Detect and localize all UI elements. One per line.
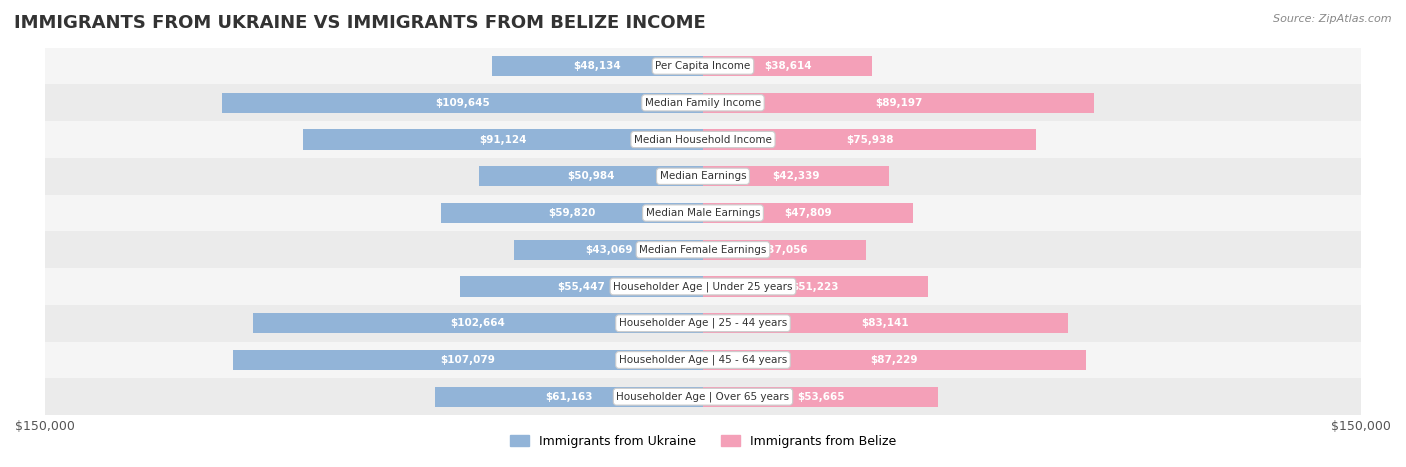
Bar — [703, 203, 912, 223]
Text: Householder Age | Under 25 years: Householder Age | Under 25 years — [613, 281, 793, 292]
Text: $61,163: $61,163 — [546, 392, 592, 402]
Legend: Immigrants from Ukraine, Immigrants from Belize: Immigrants from Ukraine, Immigrants from… — [505, 430, 901, 453]
Bar — [703, 240, 866, 260]
Text: $83,141: $83,141 — [862, 318, 910, 328]
Text: $47,809: $47,809 — [785, 208, 832, 218]
Text: $87,229: $87,229 — [870, 355, 918, 365]
Text: $55,447: $55,447 — [557, 282, 606, 291]
Bar — [45, 121, 1361, 158]
Text: $89,197: $89,197 — [875, 98, 922, 108]
Bar — [45, 48, 1361, 85]
Text: Median Family Income: Median Family Income — [645, 98, 761, 108]
Text: $43,069: $43,069 — [585, 245, 633, 255]
Bar — [45, 85, 1361, 121]
Bar — [45, 305, 1361, 342]
Text: $102,664: $102,664 — [450, 318, 505, 328]
Bar — [703, 313, 1067, 333]
Text: $53,665: $53,665 — [797, 392, 845, 402]
Text: $37,056: $37,056 — [761, 245, 808, 255]
Text: Median Female Earnings: Median Female Earnings — [640, 245, 766, 255]
Bar — [703, 387, 938, 407]
Bar — [460, 276, 703, 297]
Bar — [515, 240, 703, 260]
Text: $59,820: $59,820 — [548, 208, 596, 218]
Text: Median Male Earnings: Median Male Earnings — [645, 208, 761, 218]
Bar — [253, 313, 703, 333]
Text: Per Capita Income: Per Capita Income — [655, 61, 751, 71]
Bar — [45, 268, 1361, 305]
Text: $51,223: $51,223 — [792, 282, 839, 291]
Text: Median Household Income: Median Household Income — [634, 134, 772, 145]
Bar — [703, 129, 1036, 149]
Bar — [222, 92, 703, 113]
Text: $91,124: $91,124 — [479, 134, 527, 145]
Text: Source: ZipAtlas.com: Source: ZipAtlas.com — [1274, 14, 1392, 24]
Bar — [233, 350, 703, 370]
Text: IMMIGRANTS FROM UKRAINE VS IMMIGRANTS FROM BELIZE INCOME: IMMIGRANTS FROM UKRAINE VS IMMIGRANTS FR… — [14, 14, 706, 32]
Text: Householder Age | 45 - 64 years: Householder Age | 45 - 64 years — [619, 355, 787, 365]
Text: $38,614: $38,614 — [763, 61, 811, 71]
Text: $109,645: $109,645 — [434, 98, 489, 108]
Bar — [492, 56, 703, 76]
Bar — [703, 276, 928, 297]
Bar — [45, 342, 1361, 378]
Bar — [434, 387, 703, 407]
Text: $50,984: $50,984 — [568, 171, 614, 181]
Text: $42,339: $42,339 — [772, 171, 820, 181]
Bar — [703, 166, 889, 186]
Text: $48,134: $48,134 — [574, 61, 621, 71]
Bar — [440, 203, 703, 223]
Text: Householder Age | Over 65 years: Householder Age | Over 65 years — [616, 391, 790, 402]
Bar — [45, 195, 1361, 231]
Text: $107,079: $107,079 — [440, 355, 495, 365]
Bar — [703, 92, 1094, 113]
Bar — [703, 350, 1085, 370]
Bar — [45, 231, 1361, 268]
Bar — [45, 158, 1361, 195]
Text: $75,938: $75,938 — [846, 134, 893, 145]
Bar — [304, 129, 703, 149]
Text: Householder Age | 25 - 44 years: Householder Age | 25 - 44 years — [619, 318, 787, 328]
Bar — [703, 56, 872, 76]
Bar — [479, 166, 703, 186]
Text: Median Earnings: Median Earnings — [659, 171, 747, 181]
Bar — [45, 378, 1361, 415]
